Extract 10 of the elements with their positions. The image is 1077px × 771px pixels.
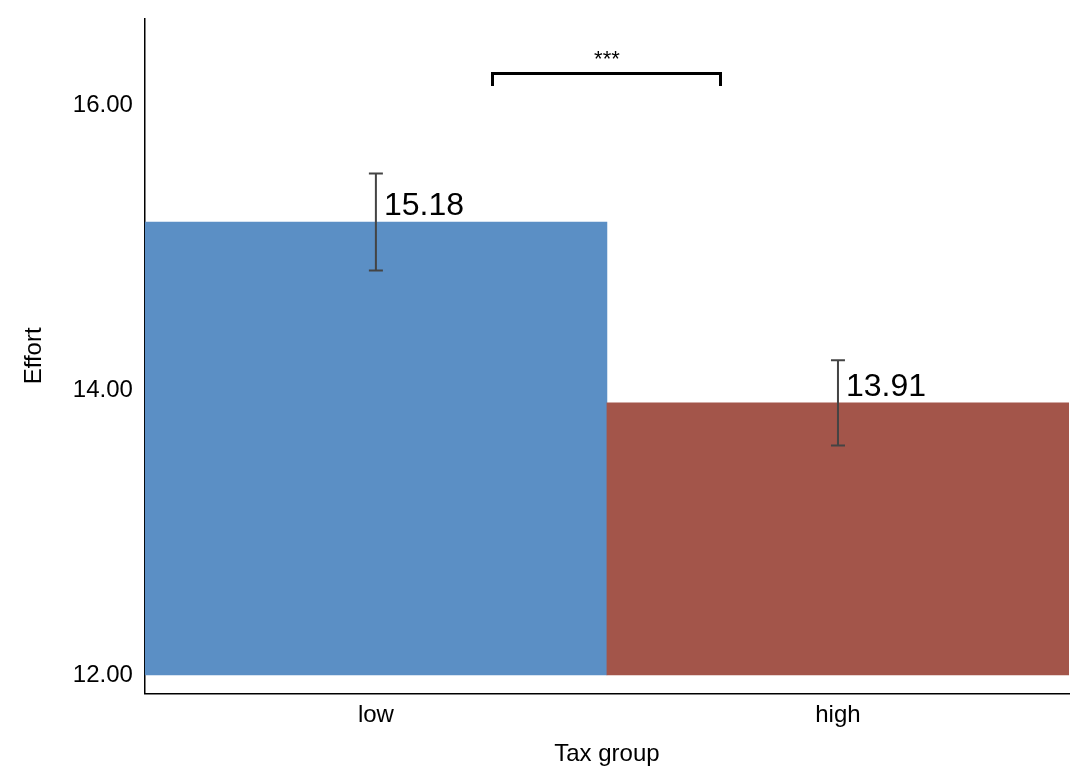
y-axis-title: Effort <box>19 327 47 385</box>
y-tick-label: 12.00 <box>72 659 133 687</box>
y-tick-label: 14.00 <box>72 374 133 402</box>
x-tick-label: low <box>357 700 395 728</box>
x-axis-title: Tax group <box>554 739 660 767</box>
x-tick-label: high <box>815 700 861 728</box>
annotation: *** <box>594 46 621 72</box>
y-tick-label: 16.00 <box>72 89 133 117</box>
data-label: 15.18 <box>383 185 464 222</box>
data-label: 13.91 <box>845 366 927 403</box>
